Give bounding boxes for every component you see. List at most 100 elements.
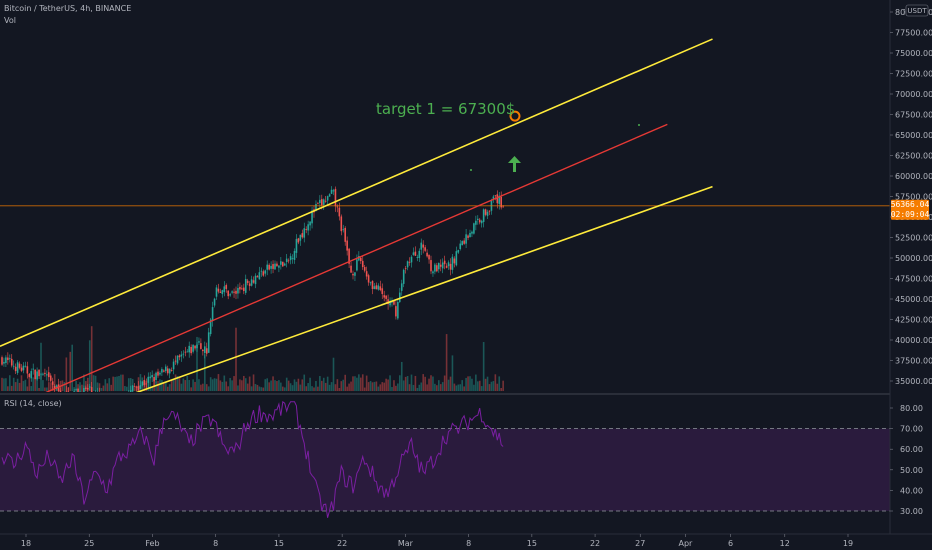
volume-bar bbox=[186, 375, 189, 391]
volume-bar bbox=[486, 376, 489, 391]
time-axis-label: 8 bbox=[213, 539, 218, 548]
candle-body bbox=[428, 254, 430, 260]
volume-bar bbox=[96, 382, 99, 391]
channel-lower-line[interactable] bbox=[134, 185, 713, 394]
candle-body bbox=[211, 307, 214, 321]
candle-body bbox=[375, 285, 378, 290]
candle-body bbox=[3, 361, 5, 364]
candle-body bbox=[51, 381, 54, 385]
candle-body bbox=[209, 319, 212, 335]
channel-midline[interactable] bbox=[44, 123, 668, 393]
volume-bar bbox=[389, 375, 391, 391]
symbol-title[interactable]: Bitcoin / TetherUS, 4h, BINANCE bbox=[4, 4, 131, 13]
currency-unit: USDT bbox=[907, 7, 927, 15]
candle-body bbox=[422, 244, 424, 248]
volume-bar bbox=[496, 383, 499, 391]
volume-bar bbox=[133, 387, 136, 391]
volume-bar bbox=[416, 387, 419, 391]
volume-bar bbox=[434, 383, 436, 391]
volume-legend[interactable]: Vol bbox=[4, 16, 16, 25]
volume-bar bbox=[352, 376, 354, 391]
target-annotation[interactable]: target 1 = 67300$ bbox=[376, 100, 515, 118]
volume-bar bbox=[301, 379, 304, 391]
volume-bar bbox=[365, 375, 368, 391]
volume-bar bbox=[285, 377, 288, 391]
rsi-legend[interactable]: RSI (14, close) bbox=[4, 399, 62, 408]
candle-body bbox=[330, 189, 333, 194]
volume-bar bbox=[465, 377, 467, 391]
volume-bar bbox=[178, 377, 181, 391]
candle-body bbox=[59, 390, 62, 392]
volume-bar bbox=[100, 387, 103, 391]
volume-bar bbox=[209, 377, 212, 391]
rsi-axis-label: 30.00 bbox=[900, 507, 923, 516]
currency-badge[interactable] bbox=[905, 4, 929, 17]
volume-bar bbox=[24, 379, 27, 391]
volume-bar bbox=[363, 387, 366, 391]
volume-bar bbox=[53, 374, 56, 391]
time-axis-label: Mar bbox=[398, 539, 414, 548]
candle-body bbox=[32, 368, 34, 370]
volume-bar bbox=[10, 385, 13, 391]
volume-bar bbox=[272, 376, 274, 391]
candle-body bbox=[408, 261, 411, 263]
volume-bar bbox=[172, 378, 175, 391]
volume-bar bbox=[406, 375, 409, 391]
volume-bar bbox=[151, 387, 153, 391]
volume-bar bbox=[14, 382, 17, 391]
volume-bar bbox=[161, 379, 163, 391]
volume-bar bbox=[196, 336, 198, 391]
volume-bar bbox=[340, 381, 343, 391]
volume-bar bbox=[360, 377, 362, 391]
volume-bar bbox=[387, 379, 389, 391]
time-axis-label: 15 bbox=[527, 539, 537, 548]
volume-bar bbox=[258, 386, 261, 391]
volume-bar bbox=[295, 381, 298, 391]
volume-bar bbox=[9, 375, 11, 391]
candle-body bbox=[223, 286, 226, 293]
candle-body bbox=[141, 381, 144, 386]
candle-body bbox=[204, 346, 206, 354]
price-pane[interactable]: target 1 = 67300$ bbox=[0, 38, 890, 414]
candle-body bbox=[430, 260, 432, 272]
candle-body bbox=[315, 203, 317, 211]
candle-body bbox=[239, 286, 241, 290]
target-circle[interactable] bbox=[509, 110, 521, 122]
volume-bar bbox=[250, 386, 253, 391]
axis-menu-icon[interactable]: ⋮ bbox=[901, 8, 908, 16]
up-arrow-icon[interactable] bbox=[508, 156, 521, 172]
candle-body bbox=[213, 298, 216, 306]
candle-body bbox=[455, 251, 458, 266]
price-axis-label: 57500.00 bbox=[895, 193, 932, 202]
rsi-axis[interactable]: 30.00 40.00 50.00 60.00 70.00 80.00 bbox=[890, 404, 923, 516]
volume-bar bbox=[373, 381, 376, 391]
volume-bar bbox=[328, 384, 331, 391]
candle-body bbox=[198, 341, 200, 343]
candle-body bbox=[410, 256, 413, 263]
candle-body bbox=[274, 263, 276, 270]
candle-body bbox=[67, 391, 70, 392]
price-axis-label: 45000.00 bbox=[895, 295, 932, 304]
candle-body bbox=[178, 355, 181, 358]
volume-bar bbox=[313, 387, 315, 391]
volume-bar bbox=[305, 386, 307, 391]
volume-bar bbox=[38, 387, 40, 391]
candle-body bbox=[85, 387, 87, 389]
time-axis[interactable]: 18 25 Feb 8 15 22 Mar 8 15 22 27 Apr 6 12 19 bbox=[21, 534, 853, 548]
candle-body bbox=[254, 275, 257, 285]
candle-body bbox=[258, 272, 261, 280]
volume-bar bbox=[447, 379, 450, 391]
volume-bar bbox=[211, 379, 214, 391]
volume-bar bbox=[118, 375, 120, 391]
volume-bar bbox=[81, 384, 83, 391]
candle-body bbox=[229, 294, 231, 296]
rsi-pane[interactable] bbox=[0, 400, 890, 518]
volume-bar bbox=[219, 380, 222, 391]
candle-body bbox=[79, 391, 81, 392]
candle-body bbox=[192, 344, 194, 352]
candle-body bbox=[379, 286, 382, 291]
channel-upper-line[interactable] bbox=[0, 38, 713, 348]
candle-body bbox=[449, 263, 452, 270]
volume-bar bbox=[225, 381, 228, 391]
